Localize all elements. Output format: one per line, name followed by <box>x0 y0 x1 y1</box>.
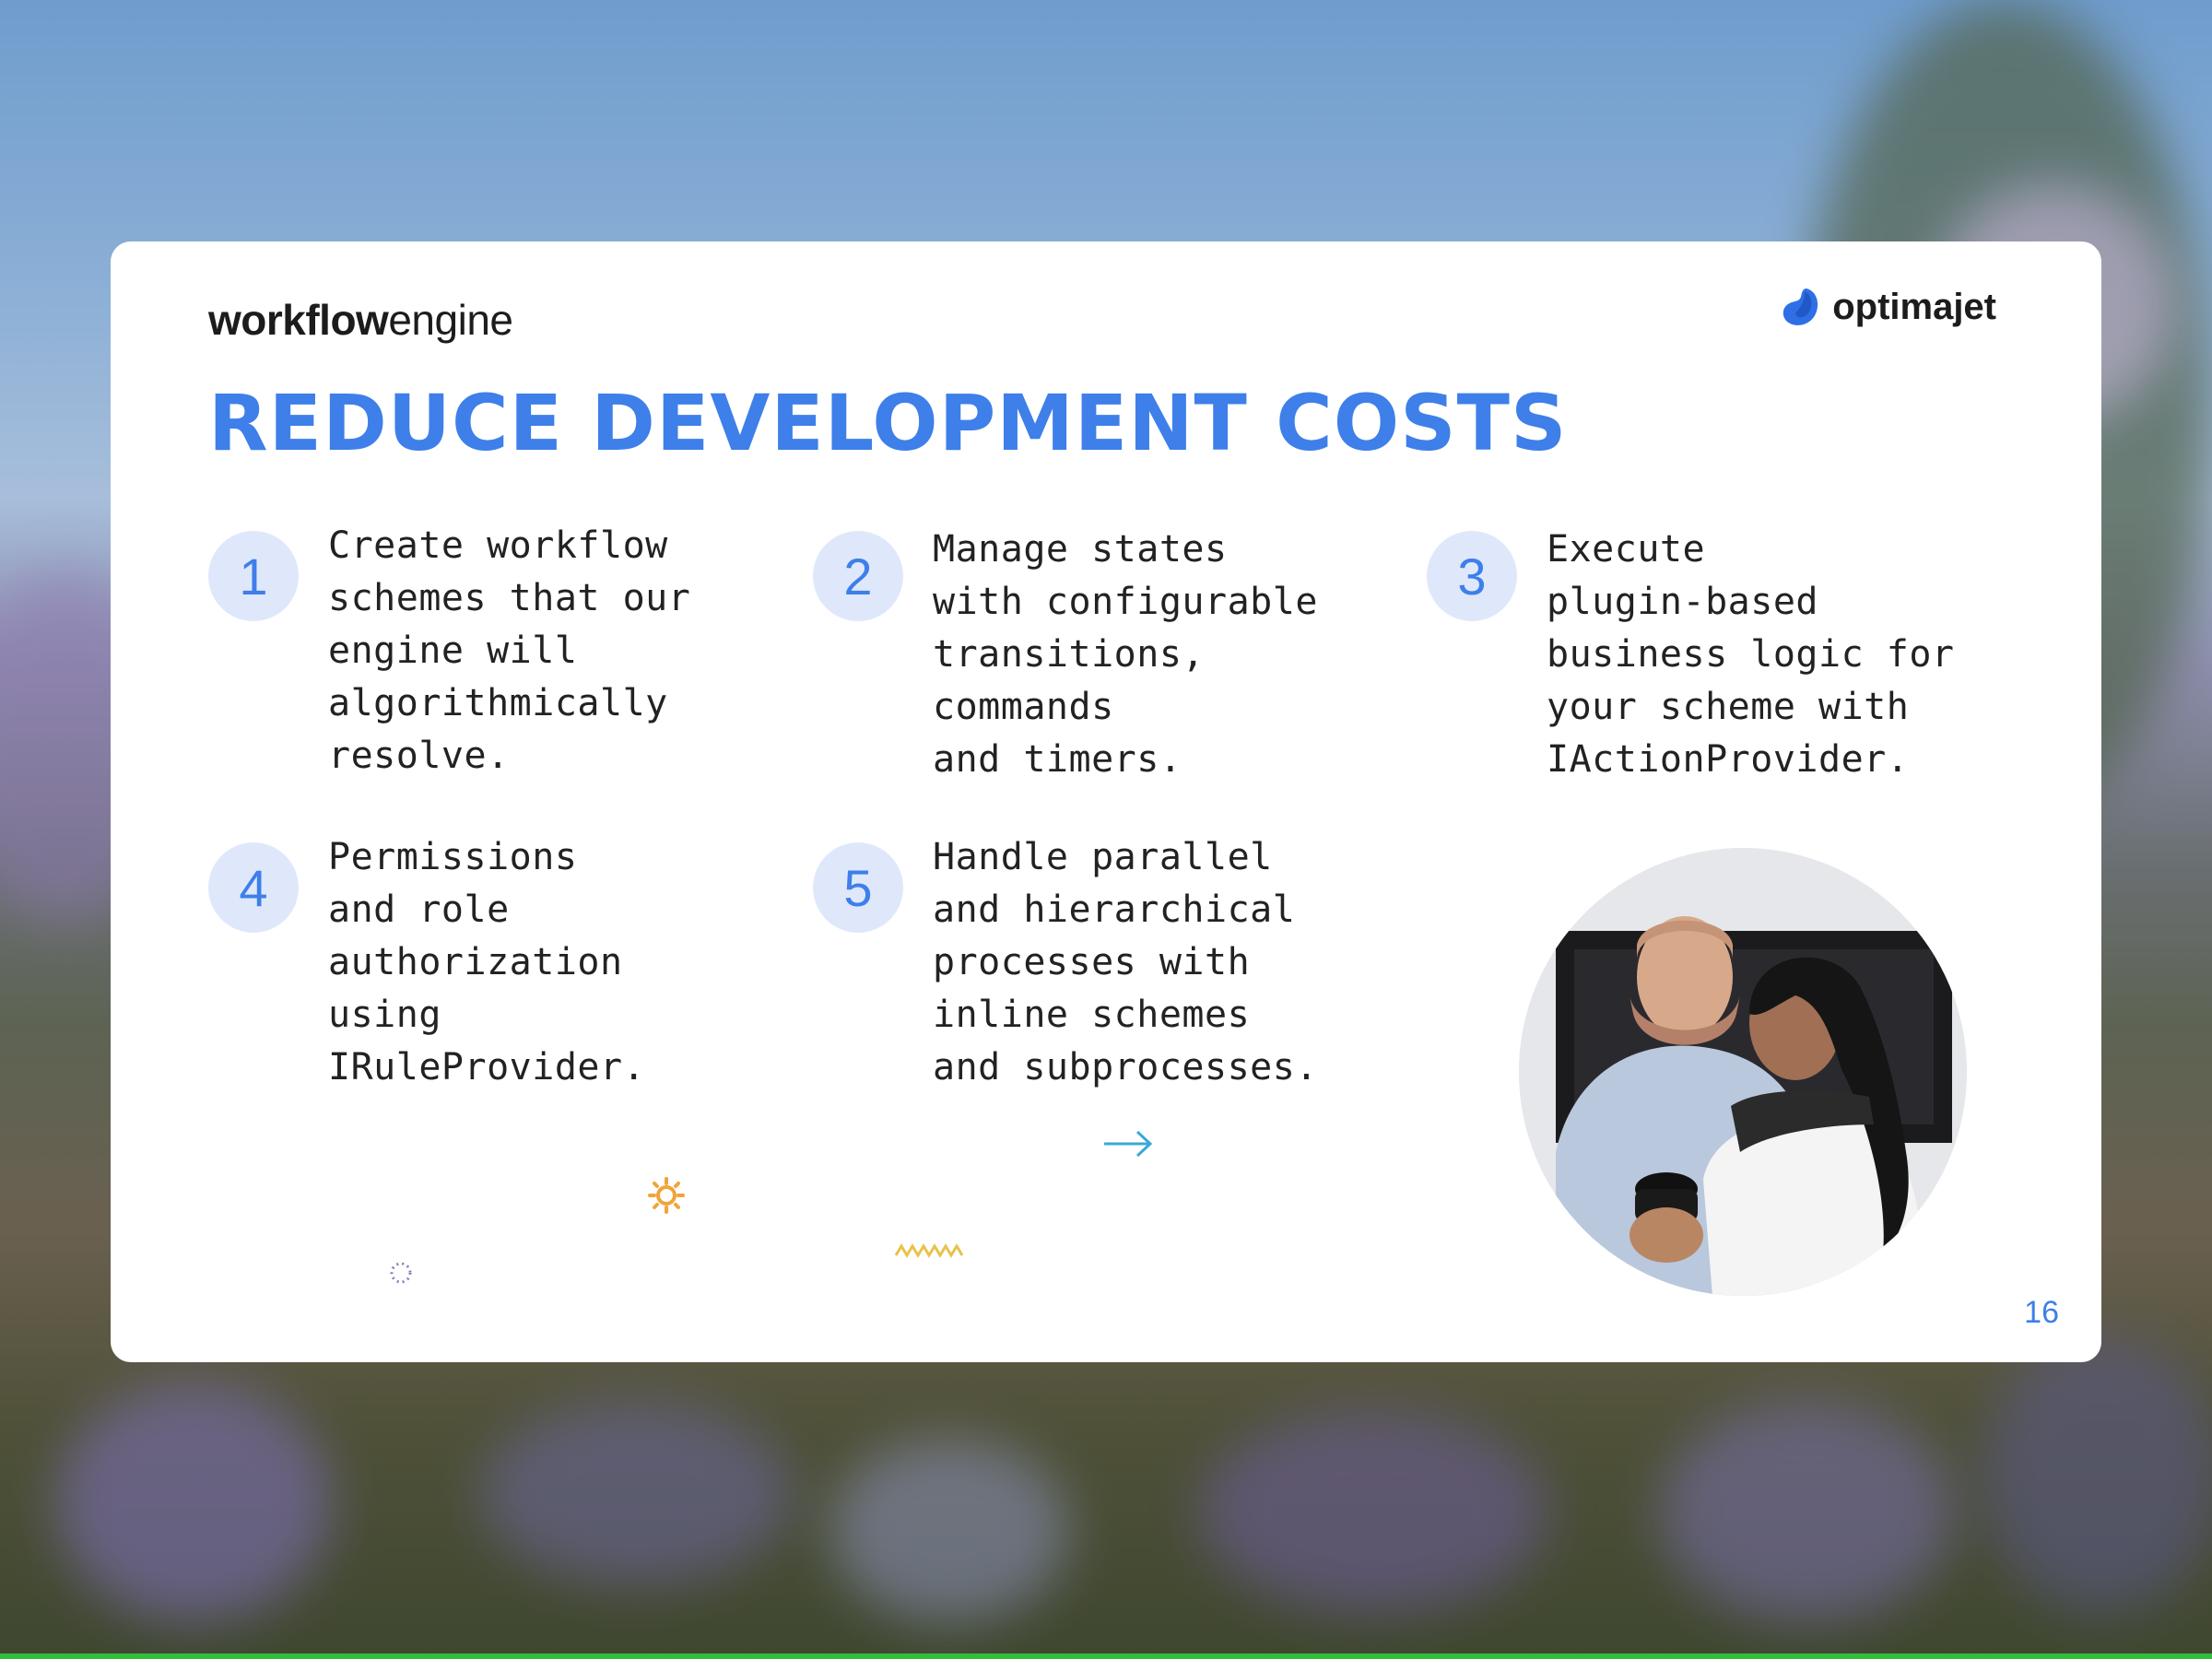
optimajet-logo: optimajet <box>1779 286 1996 328</box>
slide-card: workflowengine optimajet REDUCE DEVELOPM… <box>111 241 2101 1362</box>
feature-text: Handle parallel and hierarchical process… <box>933 836 1318 1088</box>
team-photo <box>1519 848 1967 1296</box>
feature-number: 2 <box>813 531 903 621</box>
feature-number: 3 <box>1427 531 1517 621</box>
feature-text: Create workflow schemes that our engine … <box>328 524 691 777</box>
feature-text: Manage states with configurable transiti… <box>933 528 1318 781</box>
feature-item-3: 3 Execute plugin-based business logic fo… <box>1427 528 1954 786</box>
feature-item-2: 2 Manage states with configurable transi… <box>813 528 1318 786</box>
logo-text: optimajet <box>1832 286 1996 327</box>
feature-item-5: 5 Handle parallel and hierarchical proce… <box>813 836 1318 1094</box>
bottom-green-strip <box>0 1653 2212 1659</box>
feature-text: Execute plugin-based business logic for … <box>1547 528 1955 781</box>
team-photo-illustration <box>1519 848 1967 1296</box>
page-number: 16 <box>2024 1295 2059 1330</box>
optimajet-logo-icon <box>1783 288 1818 325</box>
slide-title: REDUCE DEVELOPMENT COSTS <box>208 378 1568 468</box>
brand-bold: workflow <box>208 296 389 344</box>
feature-text: Permissions and role authorization using… <box>328 836 646 1088</box>
arrow-right-icon <box>1104 1130 1153 1158</box>
zigzag-icon <box>894 1243 964 1258</box>
feature-number: 5 <box>813 842 903 933</box>
feature-number: 4 <box>208 842 299 933</box>
dotted-circle-icon <box>390 1262 412 1284</box>
brand-light: engine <box>388 296 513 344</box>
feature-number: 1 <box>208 531 299 621</box>
gear-icon <box>648 1177 685 1214</box>
brand-wordmark: workflowengine <box>208 295 513 345</box>
feature-item-4: 4 Permissions and role authorization usi… <box>208 836 645 1094</box>
feature-item-1: 1 Create workflow schemes that our engin… <box>208 524 690 782</box>
